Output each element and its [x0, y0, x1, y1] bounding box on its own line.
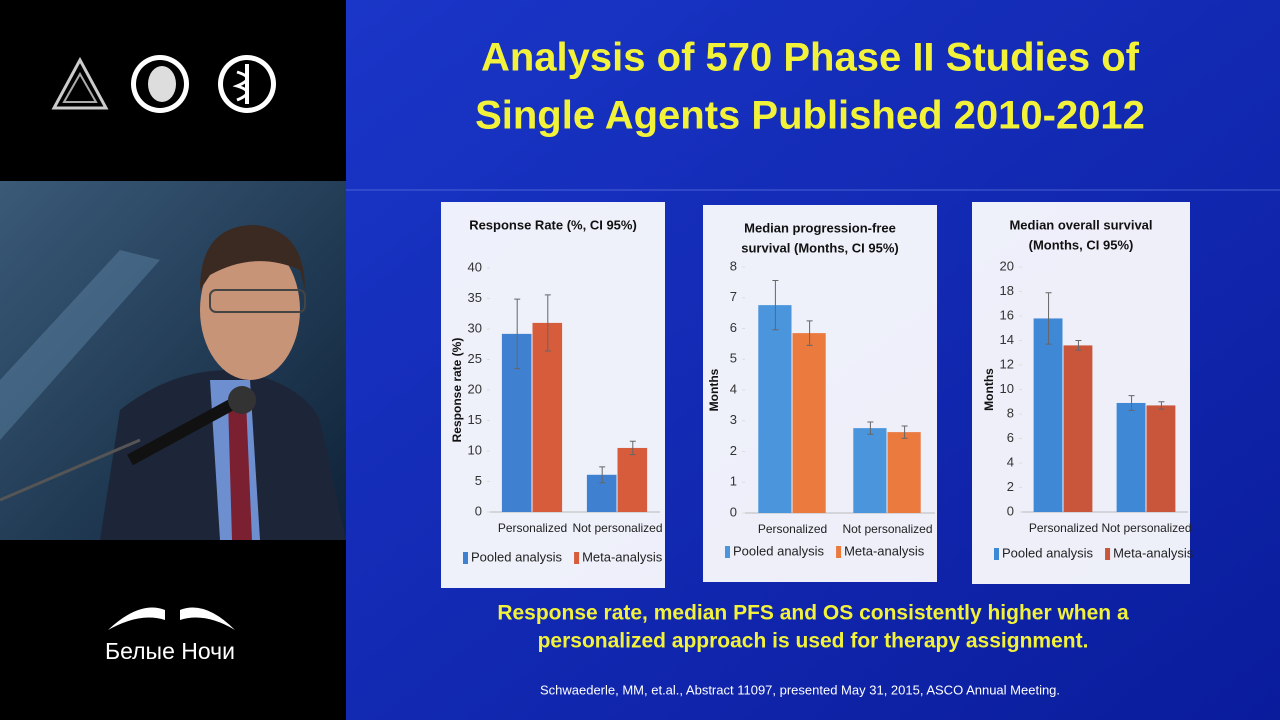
- bar: [887, 432, 921, 513]
- y-axis-label: Response rate (%): [450, 338, 464, 443]
- legend-swatch: [1105, 548, 1111, 560]
- y-tick-label: 3: [730, 412, 737, 427]
- bar: [532, 322, 563, 512]
- y-tick-label: 30: [468, 320, 482, 335]
- y-tick-label: 0: [730, 504, 737, 519]
- legend-label: Pooled analysis: [733, 543, 825, 558]
- legend-swatch: [463, 552, 468, 564]
- y-tick-label: 8: [730, 258, 737, 273]
- y-tick-label: 12: [1000, 356, 1014, 371]
- x-tick-label: Not personalized: [1101, 521, 1191, 535]
- y-tick-label: 6: [730, 320, 737, 335]
- legend-label: Meta-analysis: [1113, 545, 1194, 560]
- y-tick-label: 10: [1000, 381, 1014, 396]
- legend-label: Pooled analysis: [471, 549, 563, 564]
- y-tick-label: 14: [1000, 332, 1014, 347]
- error-bar: [1075, 340, 1082, 351]
- x-tick-label: Not personalized: [572, 521, 662, 535]
- legend-label: Pooled analysis: [1002, 545, 1094, 560]
- y-tick-label: 6: [1007, 430, 1014, 445]
- slide-title: Single Agents Published 2010-2012: [475, 94, 1145, 138]
- y-tick-label: 0: [1007, 503, 1014, 518]
- y-tick-label: 15: [468, 412, 482, 427]
- chart-title: (Months, CI 95%): [1029, 237, 1134, 252]
- error-bar: [806, 320, 813, 346]
- x-tick-label: Not personalized: [842, 522, 932, 536]
- legend-swatch: [836, 546, 842, 558]
- error-bar: [1128, 395, 1135, 411]
- y-tick-label: 10: [468, 442, 482, 457]
- chart-title: Response Rate (%, CI 95%): [469, 217, 637, 232]
- error-bar: [1158, 401, 1165, 410]
- brand-name: Белые Ночи: [105, 638, 235, 664]
- brand-logo: [108, 607, 235, 630]
- x-tick-label: Personalized: [758, 522, 827, 536]
- y-tick-label: 5: [730, 351, 737, 366]
- y-axis-label: Months: [707, 368, 721, 411]
- footnote: Schwaederle, MM, et.al., Abstract 11097,…: [540, 682, 1060, 697]
- bar: [1033, 318, 1063, 512]
- chart-title: Median progression-free: [744, 220, 896, 235]
- chart-title: Median overall survival: [1009, 217, 1152, 232]
- y-tick-label: 2: [1007, 479, 1014, 494]
- legend-label: Meta-analysis: [844, 543, 925, 558]
- y-tick-label: 18: [1000, 283, 1014, 298]
- x-tick-label: Personalized: [1029, 521, 1098, 535]
- y-tick-label: 40: [468, 259, 482, 274]
- y-axis-label: Months: [982, 368, 996, 411]
- caption: Response rate, median PFS and OS consist…: [497, 602, 1129, 625]
- legend-label: Meta-analysis: [582, 549, 663, 564]
- bar: [1146, 405, 1176, 512]
- error-bar: [599, 466, 606, 484]
- bar: [617, 447, 648, 512]
- y-tick-label: 35: [468, 290, 482, 305]
- y-tick-label: 2: [730, 443, 737, 458]
- bar: [1063, 345, 1093, 512]
- error-bar: [867, 421, 874, 435]
- y-tick-label: 16: [1000, 307, 1014, 322]
- y-tick-label: 8: [1007, 405, 1014, 420]
- y-tick-label: 25: [468, 351, 482, 366]
- legend-swatch: [725, 546, 730, 558]
- y-tick-label: 0: [475, 503, 482, 518]
- error-bar: [514, 298, 521, 370]
- caption: personalized approach is used for therap…: [538, 630, 1089, 653]
- y-tick-label: 4: [1007, 454, 1014, 469]
- x-tick-label: Personalized: [498, 521, 567, 535]
- error-bar: [901, 425, 908, 439]
- error-bar: [1045, 292, 1052, 345]
- bar: [792, 333, 826, 513]
- error-bar: [544, 294, 551, 352]
- y-tick-label: 1: [730, 474, 737, 489]
- speaker-video: [0, 181, 346, 540]
- bar: [853, 428, 887, 513]
- y-tick-label: 20: [1000, 258, 1014, 273]
- error-bar: [772, 280, 779, 331]
- y-tick-label: 4: [730, 381, 737, 396]
- bar: [1116, 402, 1146, 512]
- legend-swatch: [574, 552, 580, 564]
- logos: [51, 55, 276, 113]
- y-tick-label: 20: [468, 381, 482, 396]
- legend-swatch: [994, 548, 999, 560]
- chart-title: survival (Months, CI 95%): [741, 240, 898, 255]
- y-tick-label: 5: [475, 473, 482, 488]
- slide-title: Analysis of 570 Phase II Studies of: [481, 36, 1140, 80]
- y-tick-label: 7: [730, 289, 737, 304]
- bar: [758, 305, 792, 513]
- error-bar: [629, 440, 636, 456]
